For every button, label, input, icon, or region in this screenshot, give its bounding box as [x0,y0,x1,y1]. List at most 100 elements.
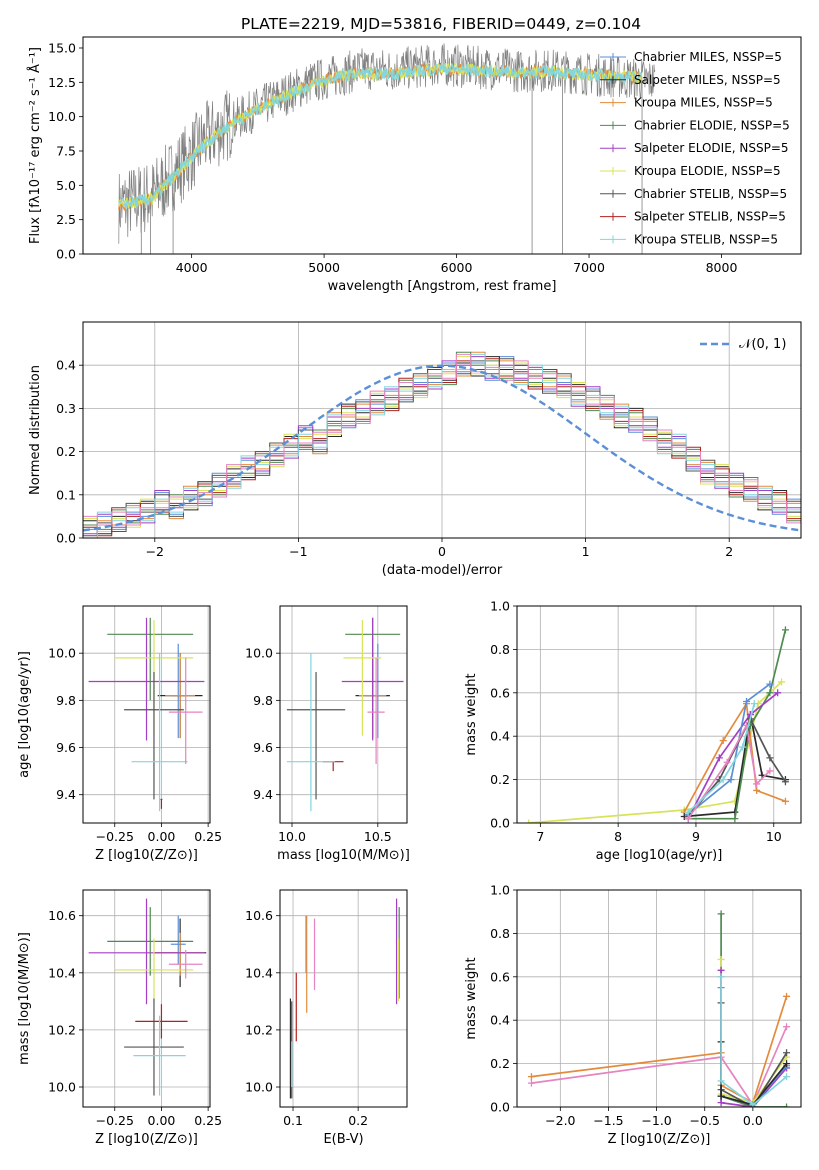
mass_vs_Z-ylabel: mass [log10(M/M⊙)] [17,932,32,1065]
plus-marker [717,966,725,974]
mass-weight-line [720,959,788,1104]
plus-marker [766,689,774,697]
spectrum-ytick-label: 10.0 [48,109,76,124]
plus-marker [717,1099,725,1107]
mass_weight_vs_Z-xtick-label: −0.5 [690,1113,720,1128]
residual_histogram-plot-area [83,351,801,538]
age_vs_mass-xtick-label: 10.5 [364,829,392,844]
plus-marker [527,1079,535,1087]
plus-marker [717,1077,725,1085]
mass_weight_vs_age-ytick-label: 0.8 [490,642,510,657]
residual_histogram-xtick-label: 1 [582,544,590,559]
age_vs_Z-xtick-label: 0.00 [148,829,176,844]
age_vs_Z-frame [82,605,211,824]
residual_histogram-frame [82,321,802,539]
mass-weight-line [720,987,788,1106]
legend-label: Chabrier STELIB, NSSP=5 [634,187,787,201]
spectrum-xtick-label: 6000 [441,260,473,275]
plus-marker [766,754,774,762]
residual_histogram-panel: −2 −1 0 1 2 0.0 0.1 0.2 0.3 0.4 (data-model)/error… [28,321,802,578]
age_vs_mass-panel: 10.0 10.5 9.4 9.6 9.8 10.0 mass [log10(M/M⊙)] [245,605,410,863]
spectrum-xtick-label: 8000 [706,260,738,275]
residual_histogram-xtick-label: 0 [438,544,446,559]
histogram-series [83,358,801,537]
age_vs_Z-xtick-label: −0.25 [96,829,134,844]
age_vs_Z-ytick-label: 9.6 [56,740,76,755]
age_vs_mass-ytick-label: 9.6 [253,740,273,755]
mass_vs_Z-xlabel: Z [log10(Z/Z⊙)] [95,1132,198,1147]
age_vs_mass-plot-area [286,617,404,812]
histogram-series [83,356,801,535]
plus-marker [739,743,747,751]
residual_histogram-ytick-label: 0.2 [56,444,76,459]
age_vs_mass-ytick-label: 10.0 [245,646,273,661]
age_vs_Z-xlabel: Z [log10(Z/Z⊙)] [95,848,198,863]
figure-title: PLATE=2219, MJD=53816, FIBERID=0449, z=0… [241,15,641,33]
histogram-series [83,358,801,537]
age_vs_mass-ytick-label: 9.4 [253,787,273,802]
residual_histogram-ylabel: Normed distribution [28,365,43,495]
mass_vs_EBV-frame [279,889,408,1108]
plus-marker [749,1101,757,1107]
mass_weight_vs_age-plot-area [525,626,789,823]
mass_vs_Z-ytick-label: 10.6 [48,908,76,923]
mass-weight-line [720,976,788,1106]
age_vs_Z-ylabel: age [log10(age/yr)] [17,651,32,778]
mass_vs_EBV-ytick-label: 10.6 [245,908,273,923]
mass_weight_vs_Z-frame [516,889,802,1108]
residual_histogram-xlabel: (data-model)/error [382,563,503,578]
spectrum-xtick-label: 4000 [176,260,208,275]
residual_histogram-ytick-label: 0.1 [56,487,76,502]
spectrum-ylabel: Flux [fλ10⁻¹⁷ erg cm⁻² s⁻¹ Å⁻¹] [27,47,43,244]
legend-label: Kroupa ELODIE, NSSP=5 [634,164,781,178]
residual_histogram-xtick-label: −1 [289,544,307,559]
spectrum-ytick-label: 12.5 [48,75,76,90]
plus-marker [684,808,692,816]
age_vs_mass-ytick-label: 9.8 [253,693,273,708]
mass_weight_vs_Z-xtick-label: −2.0 [545,1113,575,1128]
spectrum-ytick-label: 15.0 [48,40,76,55]
plus-marker [781,626,789,634]
plus-marker [717,910,725,918]
plus-marker [750,700,758,708]
legend-label: Chabrier MILES, NSSP=5 [634,50,782,64]
mass_weight_vs_Z-ytick-label: 1.0 [490,883,510,898]
residual_histogram-ytick-label: 0.4 [56,358,76,373]
spectrum-ytick-label: 5.0 [56,178,76,193]
mass_vs_Z-xtick-label: 0.25 [194,1113,222,1128]
mass_weight_vs_Z-ytick-label: 0.8 [490,926,510,941]
plus-marker [719,737,727,745]
spectrum-plot-area [118,43,656,254]
mass_weight_vs_age-ylabel: mass weight [464,673,479,755]
plus-marker [781,778,789,786]
mass_weight_vs_Z-xlabel: Z [log10(Z/Z⊙)] [608,1132,711,1147]
plus-marker [527,1073,535,1081]
mass_vs_Z-ytick-label: 10.0 [48,1080,76,1095]
mass_weight_vs_Z-ylabel: mass weight [464,957,479,1039]
mass_weight_vs_age-panel: 7 8 9 10 0.0 0.2 0.4 0.6 0.8 1.0 age [log10(age/yr… [464,599,802,863]
plus-marker [715,754,723,762]
mass_weight_vs_Z-ytick-label: 0.0 [490,1100,510,1115]
plus-marker [766,767,774,775]
mass_weight_vs_age-xtick-label: 7 [536,829,544,844]
mass_vs_EBV-xlabel: E(B-V) [323,1132,363,1147]
mass_vs_Z-xtick-label: 0.00 [148,1113,176,1128]
residual_histogram-ytick-label: 0.3 [56,401,76,416]
age_vs_Z-plot-area [88,617,205,812]
plus-marker [753,786,761,794]
age_vs_Z-xtick-label: 0.25 [194,829,222,844]
mass_vs_Z-frame [82,889,211,1108]
age_vs_Z-ytick-label: 9.4 [56,787,76,802]
mass-weight-line [687,692,779,820]
plus-marker [753,780,761,788]
legend-label: Kroupa STELIB, NSSP=5 [634,232,778,246]
age_vs_mass-xtick-label: 10.0 [278,829,306,844]
mass_weight_vs_Z-grid [517,889,801,1108]
mass_vs_Z-ytick-label: 10.2 [48,1022,76,1037]
mass_vs_Z-panel: −0.25 0.00 0.25 10.0 10.2 10.4 10.6 Z [log10(Z/… [17,889,222,1147]
plus-marker [719,776,727,784]
spectrum-panel: 4000 5000 6000 7000 8000 0.0 2.5 5.0 7.5 10.0 12.5… [27,36,802,294]
model-fit-line [118,62,643,209]
plus-marker [783,1023,791,1031]
